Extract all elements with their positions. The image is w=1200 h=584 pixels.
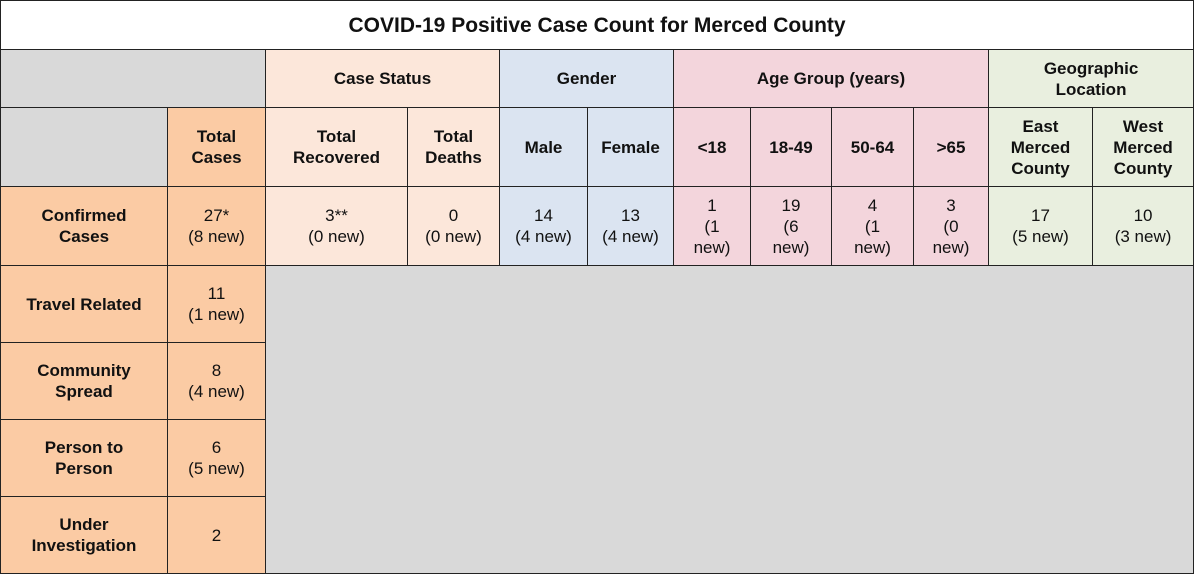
row-label-travel-related: Travel Related bbox=[0, 265, 168, 343]
group-header-age-group: Age Group (years) bbox=[673, 49, 989, 108]
group-header-gender: Gender bbox=[499, 49, 674, 108]
cell-total-cases: 27* (8 new) bbox=[167, 186, 266, 266]
col-header-total-deaths: Total Deaths bbox=[407, 107, 500, 187]
case-count-table: COVID-19 Positive Case Count for Merced … bbox=[0, 0, 1195, 574]
cell-total-deaths: 0 (0 new) bbox=[407, 186, 500, 266]
col-header-age-lt18: <18 bbox=[673, 107, 751, 187]
col-header-age-gt65: >65 bbox=[913, 107, 989, 187]
group-header-case-status: Case Status bbox=[265, 49, 500, 108]
col-header-female: Female bbox=[587, 107, 674, 187]
cell-female: 13 (4 new) bbox=[587, 186, 674, 266]
cell-age-18-49: 19 (6 new) bbox=[750, 186, 832, 266]
cell-age-lt18: 1 (1 new) bbox=[673, 186, 751, 266]
table-row-community-spread: Community Spread 8 (4 new) bbox=[0, 342, 1194, 420]
row-label-under-investigation: Under Investigation bbox=[0, 496, 168, 574]
cell-person-to-person-total: 6 (5 new) bbox=[167, 419, 266, 497]
row-label-confirmed-cases: Confirmed Cases bbox=[0, 186, 168, 266]
cell-age-gt65: 3 (0 new) bbox=[913, 186, 989, 266]
cell-east-merced: 17 (5 new) bbox=[988, 186, 1093, 266]
row-label-header-blank bbox=[0, 107, 168, 187]
table-row-travel-related: Travel Related 11 (1 new) bbox=[0, 265, 1195, 574]
table-title: COVID-19 Positive Case Count for Merced … bbox=[0, 0, 1195, 50]
col-header-total-recovered: Total Recovered bbox=[265, 107, 408, 187]
col-header-total-cases: Total Cases bbox=[167, 107, 266, 187]
cell-community-spread-total: 8 (4 new) bbox=[167, 342, 266, 420]
cell-west-merced: 10 (3 new) bbox=[1091, 186, 1195, 266]
row-label-community-spread: Community Spread bbox=[0, 342, 168, 420]
table-row-confirmed: Confirmed Cases 27* (8 new) 3** (0 new) … bbox=[0, 186, 1195, 266]
cell-age-50-64: 4 (1 new) bbox=[831, 186, 914, 266]
corner-blank bbox=[0, 49, 266, 108]
col-header-east-merced: East Merced County bbox=[988, 107, 1093, 187]
col-header-age-50-64: 50-64 bbox=[831, 107, 914, 187]
col-header-male: Male bbox=[499, 107, 588, 187]
cell-total-recovered: 3** (0 new) bbox=[265, 186, 408, 266]
cell-travel-related-total: 11 (1 new) bbox=[167, 265, 266, 343]
group-header-geographic: Geographic Location bbox=[987, 49, 1195, 108]
row-label-person-to-person: Person to Person bbox=[0, 419, 168, 497]
cell-under-investigation-total: 2 bbox=[167, 496, 266, 574]
table-row-under-investigation: Under Investigation 2 bbox=[0, 496, 1194, 574]
col-header-age-18-49: 18-49 bbox=[750, 107, 832, 187]
cell-male: 14 (4 new) bbox=[499, 186, 588, 266]
col-header-west-merced: West Merced County bbox=[1091, 107, 1195, 187]
empty-gray-area bbox=[264, 265, 1195, 574]
